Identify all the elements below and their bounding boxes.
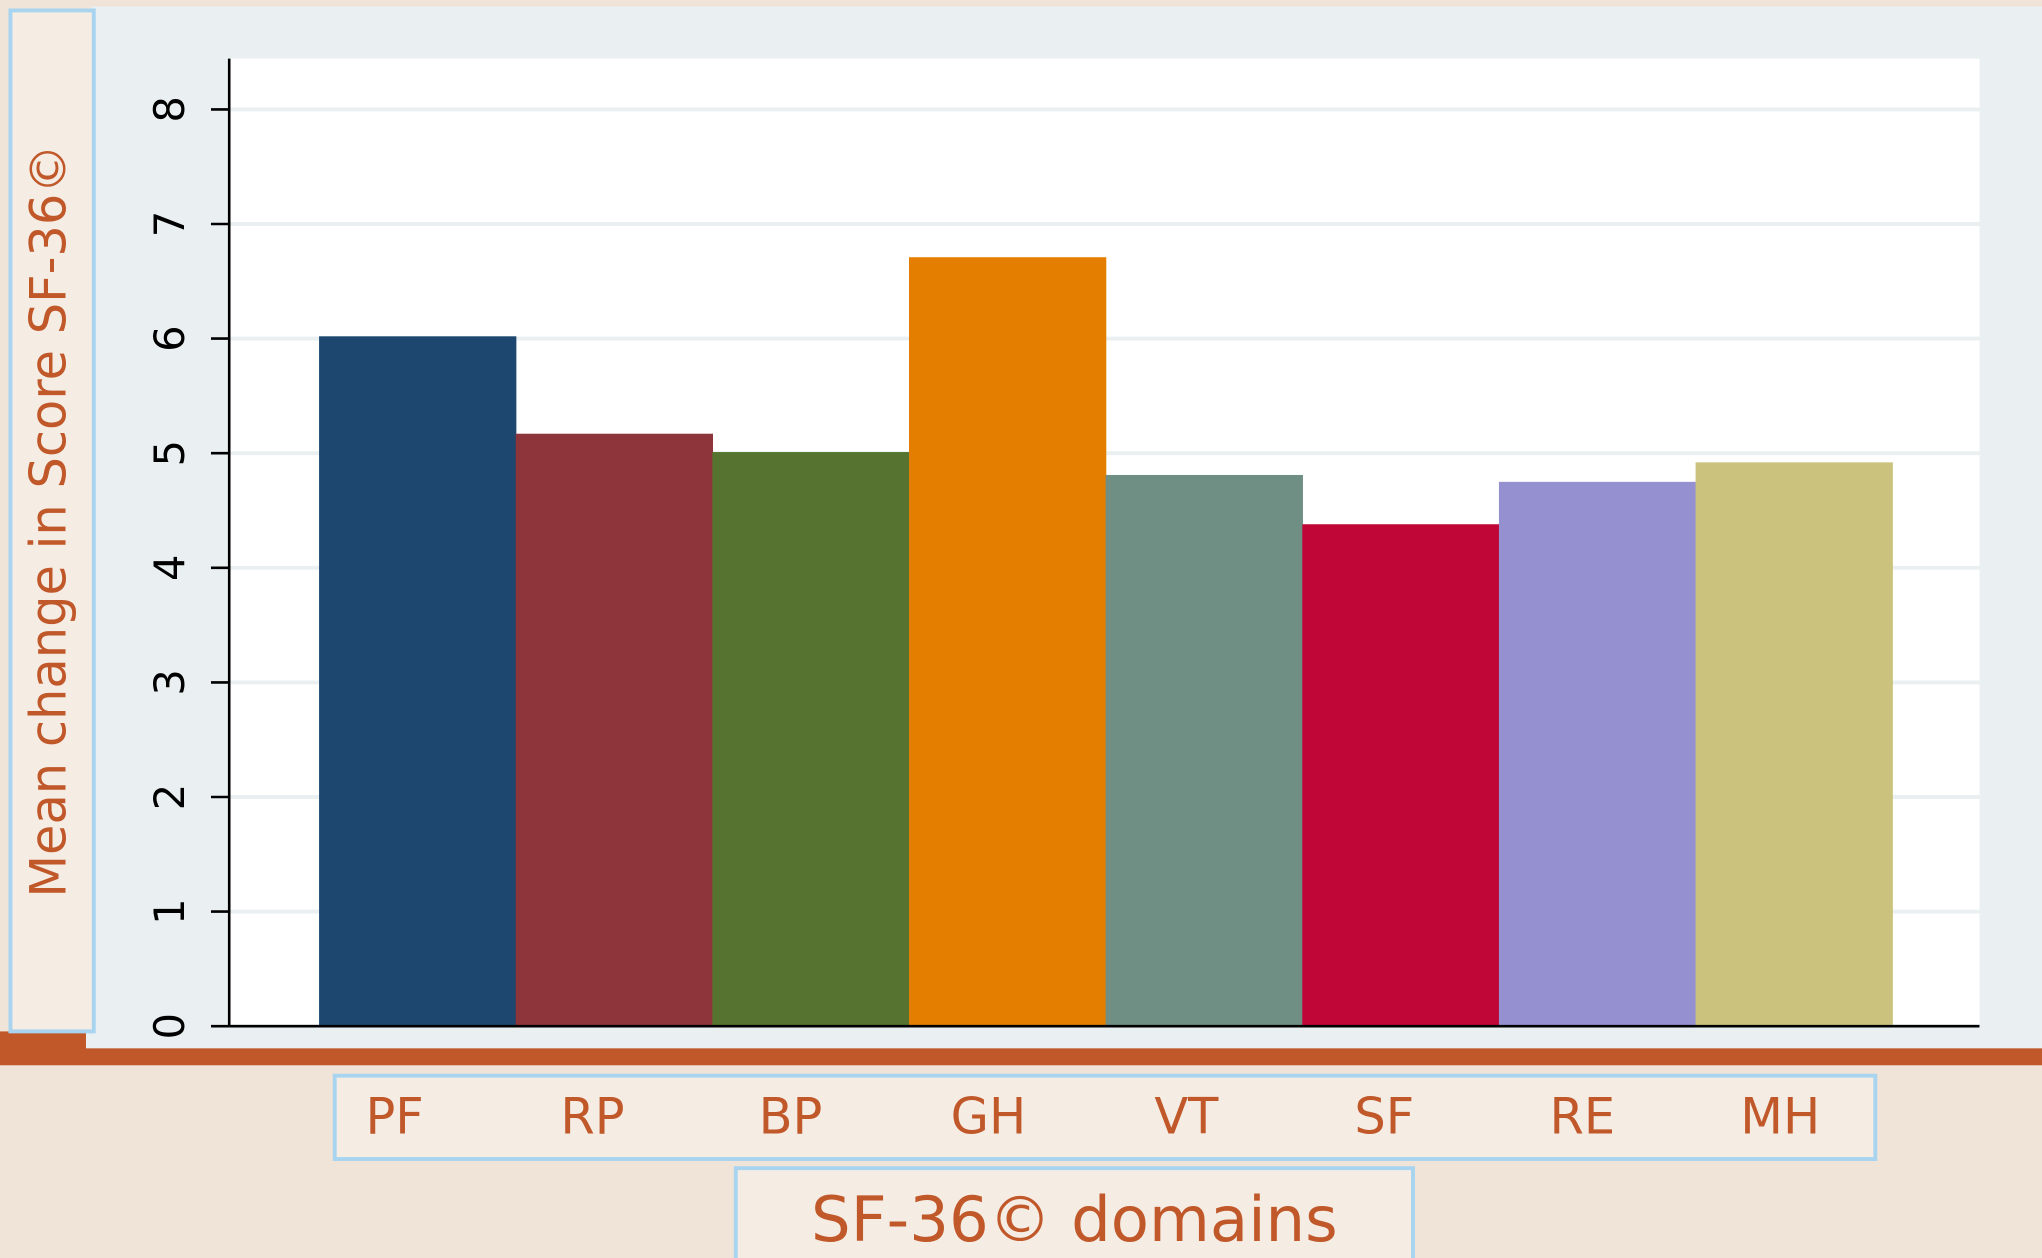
y-tick-label: 7	[145, 211, 194, 238]
bar	[1105, 474, 1303, 1027]
x-tick-label: PF	[365, 1087, 423, 1145]
bar	[712, 452, 910, 1027]
bar	[319, 336, 517, 1027]
bar	[1498, 481, 1697, 1027]
x-tick-label: RE	[1549, 1087, 1615, 1145]
y-tick-label: 3	[145, 669, 194, 696]
y-title-box	[8, 8, 96, 1034]
y-tick-label: 0	[145, 1013, 194, 1040]
bar	[1695, 462, 1893, 1027]
bar	[515, 433, 714, 1027]
x-title-box	[733, 1166, 1415, 1258]
axes: 0 1 2 3 4 5 6 7 8 PF RP BP GH VT SF RE MH	[145, 58, 1980, 1145]
bar	[909, 257, 1107, 1027]
x-tick-label: GH	[951, 1087, 1027, 1145]
x-axis-title: SF-36© domains	[811, 1183, 1338, 1256]
y-tick-label: 2	[145, 784, 194, 811]
y-tick-label: 1	[145, 898, 194, 925]
y-tick-label: 4	[145, 555, 194, 582]
x-tick-label: MH	[1740, 1087, 1820, 1145]
y-axis-title: Mean change in Score SF-36©	[20, 144, 78, 898]
y-tick-label: 8	[145, 96, 194, 123]
x-tick-label: SF	[1354, 1087, 1414, 1145]
y-tick-label: 6	[145, 325, 194, 352]
x-tick-label: BP	[759, 1087, 823, 1145]
bar	[1302, 524, 1500, 1027]
bars	[319, 257, 1893, 1027]
y-tick-label: 5	[145, 440, 194, 467]
x-tick-label: VT	[1154, 1087, 1219, 1145]
x-tick-label: RP	[560, 1087, 624, 1145]
x-labels-box	[332, 1073, 1878, 1161]
